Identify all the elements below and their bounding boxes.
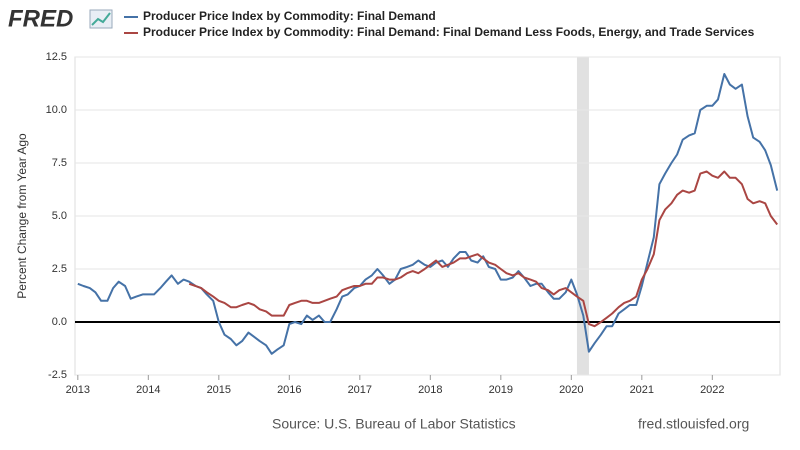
source: Source: U.S. Bureau of Labor Statistics [272, 416, 516, 432]
logo: FRED [8, 5, 73, 32]
series-line [188, 170, 778, 328]
x-tick-label: 2020 [559, 384, 583, 396]
y-axis-label: Percent Change from Year Ago [15, 133, 29, 299]
y-tick-label: 10.0 [46, 104, 67, 116]
legend-label: Producer Price Index by Commodity: Final… [143, 25, 755, 39]
y-tick-label: 2.5 [52, 263, 67, 275]
x-tick-label: 2018 [418, 384, 442, 396]
x-tick-label: 2013 [66, 384, 90, 396]
x-tick-label: 2014 [136, 384, 160, 396]
y-tick-label: 0.0 [52, 316, 67, 328]
x-tick-label: 2015 [207, 384, 231, 396]
y-tick-label: 12.5 [46, 51, 67, 63]
y-tick-label: 7.5 [52, 157, 67, 169]
x-tick-label: 2016 [277, 384, 301, 396]
x-tick-label: 2021 [630, 384, 654, 396]
logo-icon [89, 9, 113, 29]
x-tick-label: 2017 [348, 384, 372, 396]
site: fred.stlouisfed.org [638, 416, 749, 432]
y-tick-label: -2.5 [48, 369, 67, 381]
y-tick-label: 5.0 [52, 210, 67, 222]
x-tick-label: 2019 [489, 384, 513, 396]
x-tick-label: 2022 [700, 384, 724, 396]
legend-label: Producer Price Index by Commodity: Final… [143, 9, 436, 23]
